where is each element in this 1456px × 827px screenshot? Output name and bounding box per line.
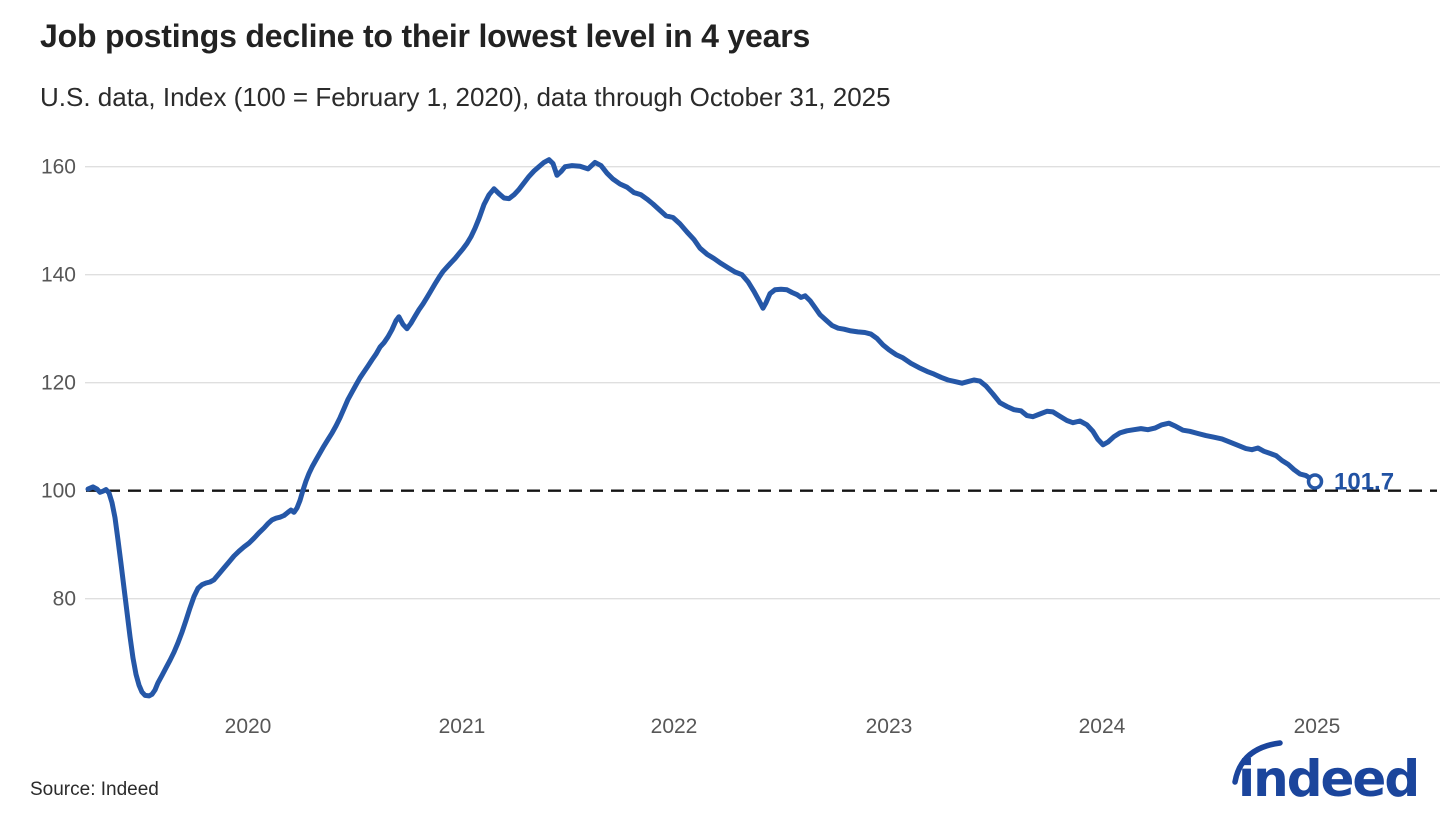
job-postings-line xyxy=(85,157,1318,699)
endpoint-value-label: 101.7 xyxy=(1334,469,1394,496)
indeed-logo-arc-icon xyxy=(1232,740,1283,785)
page-title: Job postings decline to their lowest lev… xyxy=(40,18,811,54)
y-tick-label-140: 140 xyxy=(41,264,76,287)
x-tick-label-2021: 2021 xyxy=(439,715,486,738)
x-tick-label-2023: 2023 xyxy=(866,715,913,738)
source-note: Source: Indeed xyxy=(30,779,159,800)
x-tick-label-2025: 2025 xyxy=(1294,715,1341,738)
indeed-logo: indeed xyxy=(1228,736,1428,808)
y-tick-label-120: 120 xyxy=(41,372,76,395)
x-tick-label-2020: 2020 xyxy=(225,715,272,738)
y-tick-label-100: 100 xyxy=(41,480,76,503)
endpoint-marker xyxy=(1306,473,1324,490)
x-tick-label-2022: 2022 xyxy=(651,715,698,738)
page-subtitle: U.S. data, Index (100 = February 1, 2020… xyxy=(40,82,891,112)
y-axis-tick-labels: 80 100 120 140 160 xyxy=(41,156,76,611)
y-tick-label-160: 160 xyxy=(41,156,76,179)
x-axis-tick-labels: 2020 2021 2022 2023 2024 2025 xyxy=(225,715,1341,738)
x-tick-label-2024: 2024 xyxy=(1079,715,1126,738)
indeed-logo-text: indeed xyxy=(1238,750,1418,808)
y-tick-label-80: 80 xyxy=(53,588,76,611)
gridlines xyxy=(85,165,1440,600)
